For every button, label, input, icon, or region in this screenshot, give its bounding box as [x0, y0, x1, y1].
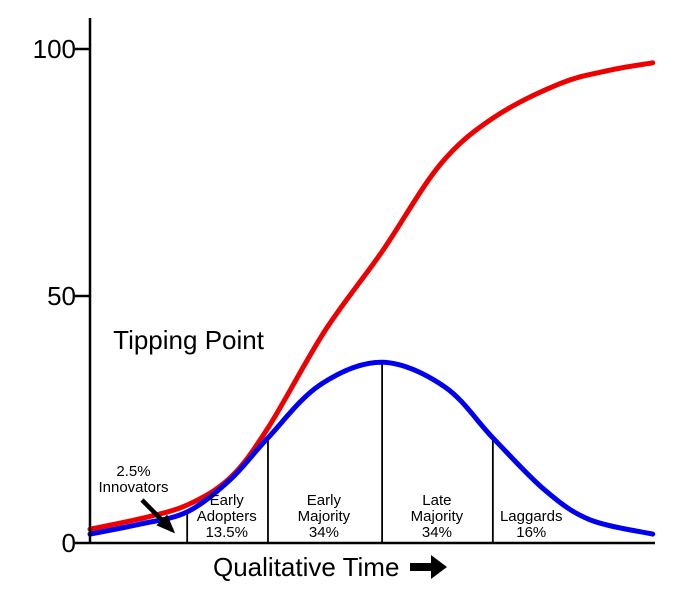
segment-label-line: 34%	[421, 524, 452, 541]
innovators-label-line: 2.5%	[116, 463, 151, 481]
innovators-arrow	[140, 498, 176, 534]
segment-label: Early Majority 34%	[298, 493, 351, 541]
data-curves	[87, 60, 656, 537]
segment-label: Early Adopters 13.5%	[197, 493, 257, 541]
segment-label: Laggards 16%	[500, 509, 563, 541]
segment-label-line: 13.5%	[205, 524, 248, 541]
tipping-point-label: Tipping Point	[113, 325, 264, 356]
innovators-label-line: Innovators	[98, 479, 169, 497]
cumulative-adoption-s-curve	[87, 60, 656, 532]
segment-label-line: Early	[306, 492, 341, 509]
y-tick-label: 100	[32, 34, 76, 64]
x-axis-label: Qualitative Time	[213, 551, 448, 583]
segment-label-line: Early	[209, 492, 244, 509]
segment-label-line: Adopters	[196, 508, 257, 525]
segment-label-line: 16%	[516, 524, 547, 541]
segment-label-line: Late	[422, 492, 452, 509]
segment-label: Late Majority 34%	[411, 493, 464, 541]
y-axis-ticks	[75, 47, 89, 298]
x-axis-label-text: Qualitative Time	[213, 552, 400, 582]
segment-dividers	[186, 362, 494, 543]
segment-label-line: Majority	[410, 508, 464, 525]
segment-label-line: Laggards	[499, 508, 563, 525]
y-tick-label: 0	[61, 528, 76, 558]
segment-label-line: Majority	[297, 508, 351, 525]
down-right-arrow-icon	[140, 498, 176, 534]
axes	[75, 18, 655, 545]
y-tick-label: 50	[47, 281, 76, 311]
segment-label-line: 34%	[308, 524, 339, 541]
right-arrow-icon	[410, 555, 448, 579]
adopter-distribution-bell-curve	[87, 359, 656, 537]
innovators-label: 2.5% Innovators	[98, 464, 168, 496]
